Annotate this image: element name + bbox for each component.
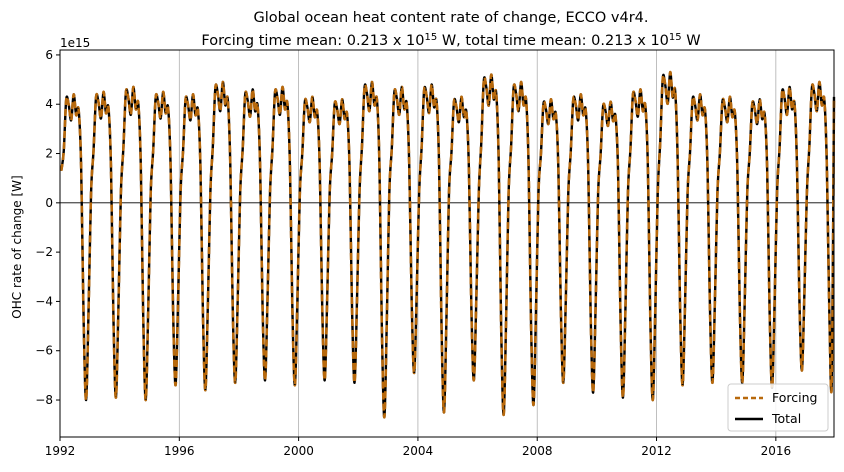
y-tick-label: −6 (35, 344, 53, 358)
x-ticks: 1992 1996 2000 2004 2008 2012 2016 (45, 437, 791, 458)
y-tick-label: 0 (45, 196, 53, 210)
y-ticks: −8 −6 −4 −2 0 2 4 6 (35, 48, 60, 407)
y-tick-label: −2 (35, 245, 53, 259)
x-tick-label: 2016 (761, 444, 792, 458)
y-axis-label: OHC rate of change [W] (10, 175, 24, 318)
series-forcing-line (59, 70, 836, 419)
x-tick-label: 1992 (45, 444, 76, 458)
legend: Forcing Total (727, 383, 829, 432)
x-tick-label: 2012 (641, 444, 672, 458)
y-tick-label: −8 (35, 393, 53, 407)
legend-forcing-label: Forcing (772, 390, 817, 405)
y-tick-label: 6 (45, 48, 53, 62)
plot-frame (59, 49, 835, 438)
x-tick-label: 2008 (522, 444, 553, 458)
x-tick-label: 2000 (283, 444, 314, 458)
y-tick-label: 2 (45, 147, 53, 161)
chart-title-line1: Global ocean heat content rate of change… (254, 10, 649, 26)
x-tick-label: 1996 (164, 444, 195, 458)
series-layer (59, 70, 836, 419)
y-offset-label: 1e15 (60, 36, 90, 50)
y-tick-label: 4 (45, 97, 53, 111)
chart-title-line2: Forcing time mean: 0.213 x 1015 W, total… (201, 32, 700, 50)
legend-total-label: Total (771, 411, 801, 426)
x-tick-label: 2004 (403, 444, 434, 458)
y-tick-label: −4 (35, 294, 53, 308)
